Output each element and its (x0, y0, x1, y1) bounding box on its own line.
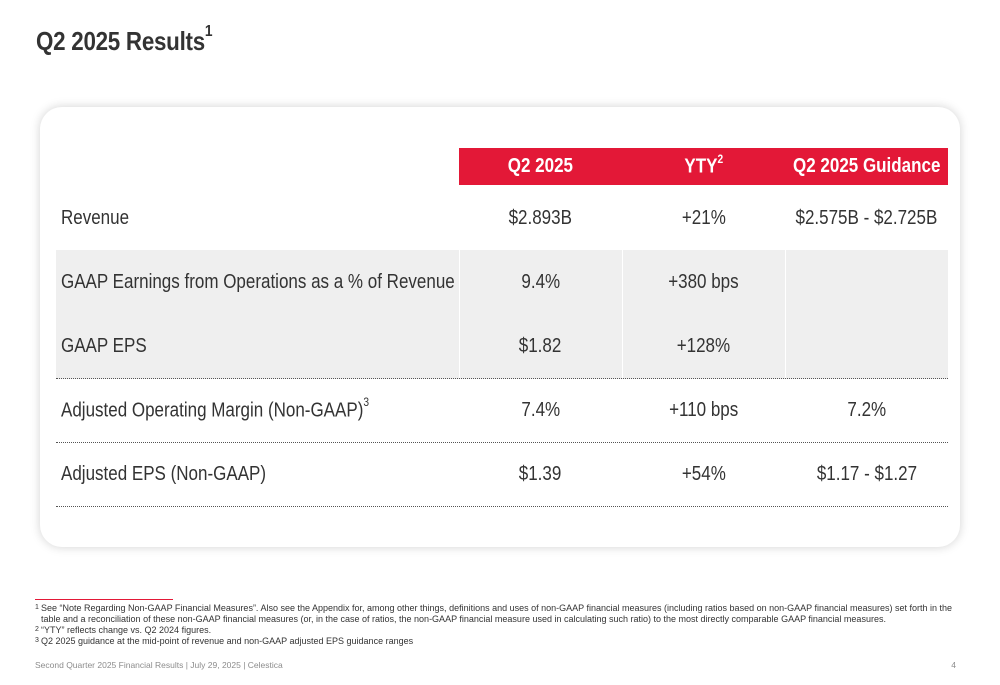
page-title-text: Q2 2025 Results (36, 26, 205, 56)
row-label: Adjusted Operating Margin (Non-GAAP)3 (61, 378, 423, 442)
cell-q2: 7.4% (521, 398, 560, 421)
footnote-divider (35, 599, 173, 600)
footnote-1: 1 See “Note Regarding Non-GAAP Financial … (35, 603, 970, 625)
cell-q2: $1.82 (519, 334, 562, 357)
table-row-gaap-eps: GAAP EPS $1.82 +128% (56, 314, 948, 379)
cell-q2: $1.39 (519, 462, 562, 485)
page-title-footnote-ref: 1 (204, 23, 213, 41)
footnote-text: See “Note Regarding Non-GAAP Financial M… (41, 603, 953, 624)
footnote-2: 2 “YTY” reflects change vs. Q2 2024 figur… (35, 625, 970, 636)
cell-yty: +380 bps (668, 270, 739, 293)
row-label: GAAP EPS (61, 314, 162, 378)
table-row-revenue: Revenue $2.893B +21% $2.575B - $2.725B (56, 186, 948, 251)
table-row-gaap-earnings-margin: GAAP Earnings from Operations as a % of … (56, 250, 948, 315)
page-title: Q2 2025 Results1 (36, 23, 213, 57)
column-header-label: Q2 2025 (507, 155, 574, 177)
column-divider (785, 250, 786, 314)
row-label: Adjusted EPS (Non-GAAP) (61, 442, 302, 506)
row-label-text: Adjusted EPS (Non-GAAP) (61, 462, 267, 485)
footnote-text: Q2 2025 guidance at the mid-point of rev… (41, 636, 414, 646)
row-label: GAAP Earnings from Operations as a % of … (61, 250, 524, 314)
column-divider (622, 250, 623, 314)
cell-guidance (785, 250, 948, 314)
cell-guidance: 7.2% (847, 398, 886, 421)
footnote-number: 3 (35, 637, 39, 644)
cell-yty: +54% (681, 462, 726, 485)
footnote-text: “YTY” reflects change vs. Q2 2024 figure… (41, 625, 212, 635)
footnotes: 1 See “Note Regarding Non-GAAP Financial … (35, 603, 970, 647)
footnote-3: 3 Q2 2025 guidance at the mid-point of re… (35, 636, 970, 647)
column-header-label: Q2 2025 Guidance (792, 155, 941, 177)
row-label-text: GAAP EPS (61, 334, 147, 357)
footer-text: Second Quarter 2025 Financial Results | … (35, 660, 283, 670)
cell-yty: +110 bps (668, 398, 739, 421)
column-header-footnote-ref: 2 (717, 152, 723, 167)
row-label-text: Revenue (61, 206, 130, 229)
cell-yty: +128% (676, 334, 731, 357)
column-divider (785, 314, 786, 378)
column-divider (459, 250, 460, 314)
table-row-adjusted-operating-margin: Adjusted Operating Margin (Non-GAAP)3 7.… (56, 378, 948, 443)
column-header-q2-2025: Q2 2025 (459, 148, 622, 185)
row-label: Revenue (61, 186, 141, 250)
column-header-guidance: Q2 2025 Guidance (785, 148, 948, 185)
column-header-label: YTY (684, 155, 718, 178)
cell-guidance: $1.17 - $1.27 (816, 462, 917, 485)
row-label-text: Adjusted Operating Margin (Non-GAAP) (61, 399, 364, 422)
cell-q2: 9.4% (521, 270, 560, 293)
cell-yty: +21% (681, 206, 726, 229)
column-divider (622, 314, 623, 378)
table-row-adjusted-eps: Adjusted EPS (Non-GAAP) $1.39 +54% $1.17… (56, 442, 948, 507)
row-label-text: GAAP Earnings from Operations as a % of … (61, 270, 455, 293)
column-header-yty: YTY2 (622, 148, 785, 185)
cell-q2: $2.893B (508, 206, 573, 229)
footnote-number: 2 (35, 626, 39, 633)
cell-guidance (785, 314, 948, 378)
cell-guidance: $2.575B - $2.725B (795, 206, 938, 229)
footnote-number: 1 (35, 604, 39, 611)
page-number: 4 (951, 660, 956, 670)
column-divider (459, 314, 460, 378)
row-label-footnote-ref: 3 (363, 394, 370, 409)
